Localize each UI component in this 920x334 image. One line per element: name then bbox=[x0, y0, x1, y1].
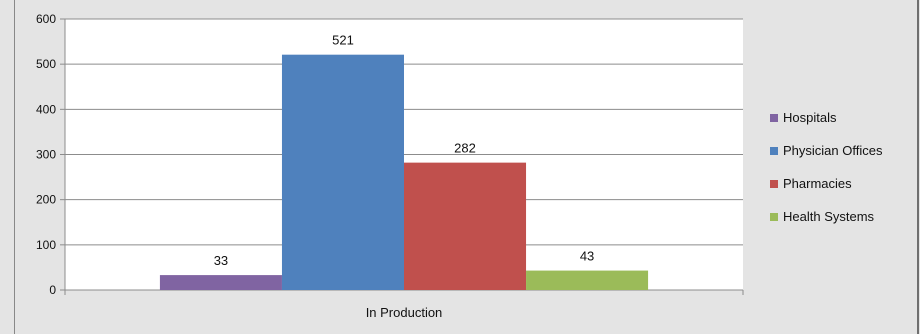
legend-swatch bbox=[770, 180, 778, 188]
legend-label: Health Systems bbox=[783, 209, 875, 224]
legend: Hospitals Physician Offices Pharmacies Heal… bbox=[770, 110, 883, 224]
y-tick-label: 300 bbox=[36, 148, 56, 162]
y-tick-label: 200 bbox=[36, 193, 56, 207]
frame-left-border bbox=[14, 0, 15, 334]
x-category-label: In Production bbox=[366, 305, 443, 320]
bar-pharmacies bbox=[404, 162, 527, 290]
legend-swatch bbox=[770, 147, 778, 155]
y-tick-label: 0 bbox=[49, 283, 56, 297]
y-tick-label: 100 bbox=[36, 238, 56, 252]
bar-health-systems bbox=[526, 270, 649, 290]
data-label: 521 bbox=[332, 33, 354, 48]
y-tick-label: 400 bbox=[36, 102, 56, 116]
frame-right-border bbox=[917, 0, 919, 334]
data-label: 33 bbox=[214, 253, 228, 268]
legend-label: Physician Offices bbox=[783, 143, 883, 158]
legend-swatch bbox=[770, 114, 778, 122]
legend-label: Pharmacies bbox=[783, 176, 852, 191]
data-label: 43 bbox=[580, 249, 594, 264]
y-tick-label: 600 bbox=[36, 12, 56, 26]
data-labels: 33 521 282 43 bbox=[214, 33, 595, 268]
bars bbox=[159, 54, 649, 290]
y-tick-label: 500 bbox=[36, 57, 56, 71]
data-label: 282 bbox=[454, 141, 476, 156]
bar-physician-offices bbox=[281, 54, 404, 290]
legend-label: Hospitals bbox=[783, 110, 837, 125]
legend-swatch bbox=[770, 213, 778, 221]
bar-hospitals bbox=[159, 275, 282, 290]
